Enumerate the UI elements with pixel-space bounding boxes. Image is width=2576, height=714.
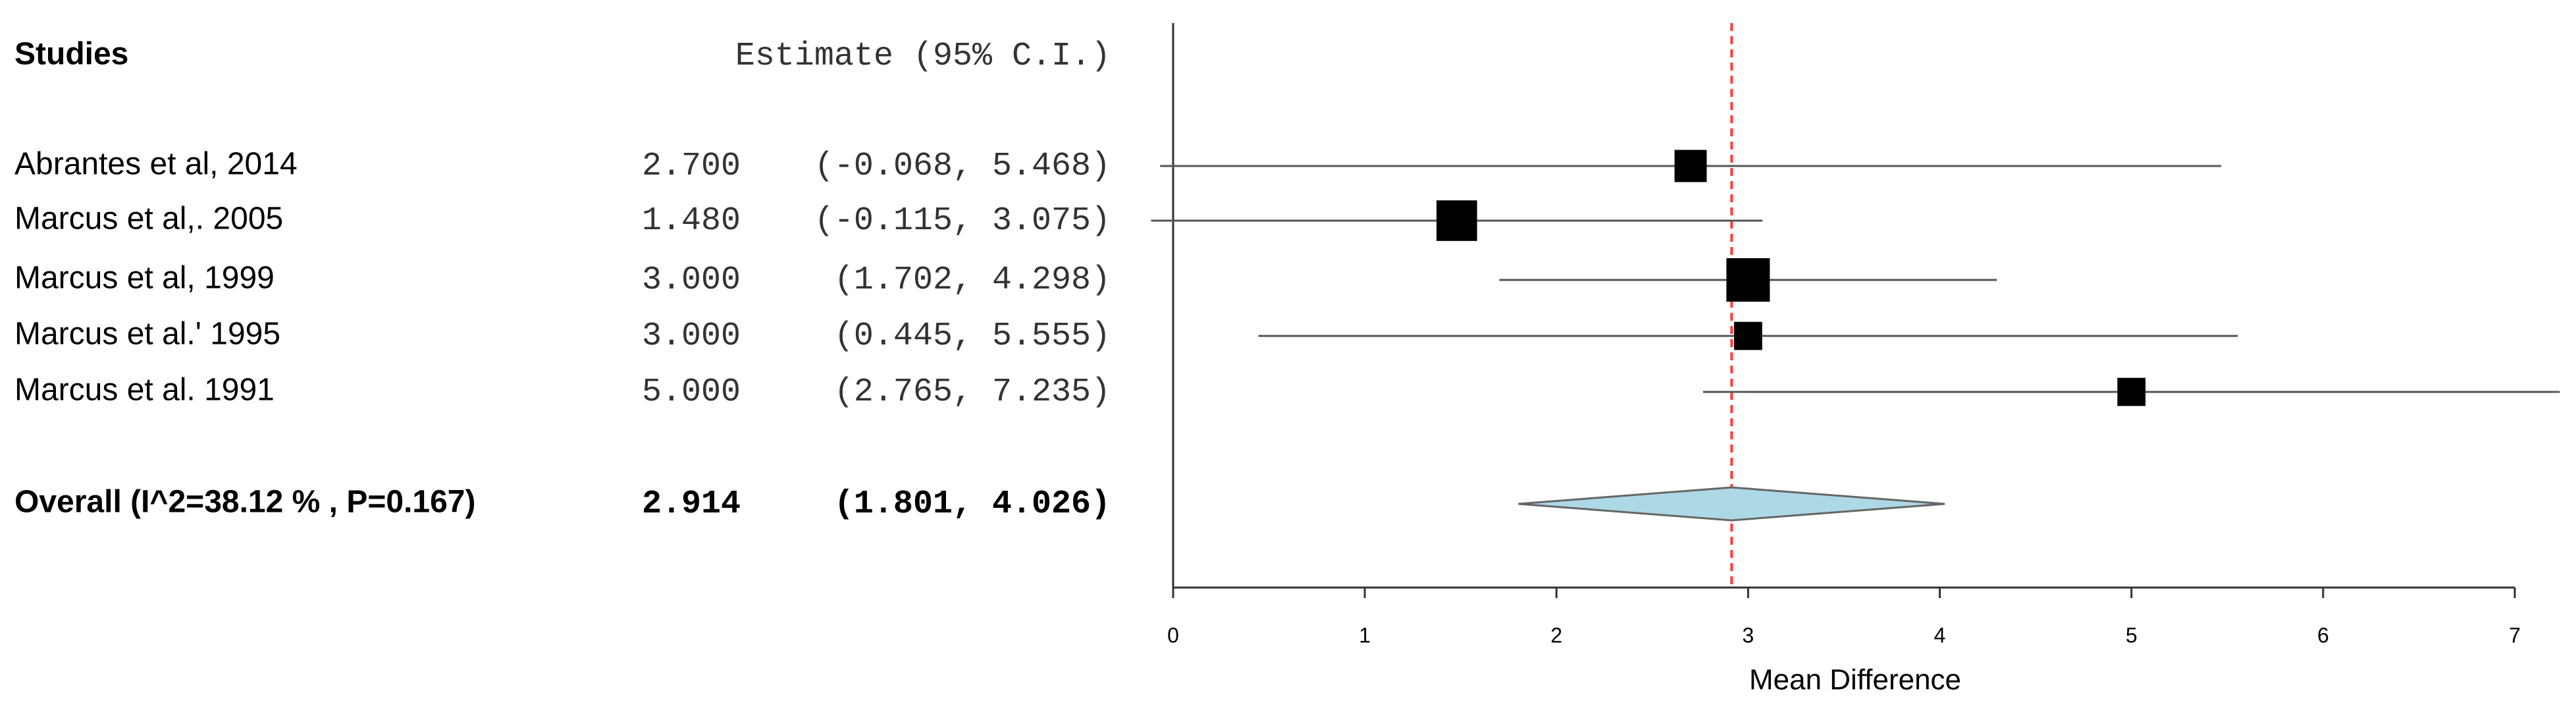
ci-label: (-0.115, 3.075) bbox=[814, 202, 1111, 240]
overall-label: Overall (I^2=38.12 % , P=0.167) bbox=[14, 485, 475, 520]
estimate-label: 5.000 bbox=[642, 373, 741, 411]
header-estimate: Estimate (95% C.I.) bbox=[735, 38, 1111, 75]
x-tick-label: 7 bbox=[2509, 623, 2521, 647]
study-label: Abrantes et al, 2014 bbox=[14, 147, 298, 182]
estimate-marker bbox=[2117, 377, 2146, 406]
study-label: Marcus et al. 1991 bbox=[14, 373, 275, 408]
overall-diamond bbox=[1518, 486, 1945, 522]
ci-label: (2.765, 7.235) bbox=[834, 373, 1111, 411]
x-tick-label: 3 bbox=[1743, 623, 1754, 647]
estimate-marker bbox=[1674, 150, 1707, 182]
estimate-marker bbox=[1436, 200, 1477, 241]
study-label: Marcus et al, 1999 bbox=[14, 261, 275, 296]
study-label: Marcus et al,. 2005 bbox=[14, 202, 283, 236]
x-tick-label: 5 bbox=[2126, 623, 2138, 647]
x-tick-label: 6 bbox=[2317, 623, 2329, 647]
estimate-label: 2.700 bbox=[642, 148, 741, 185]
ci-label: (-0.068, 5.468) bbox=[814, 148, 1111, 185]
x-axis-label: Mean Difference bbox=[1749, 664, 1961, 696]
estimate-label: 3.000 bbox=[642, 317, 741, 355]
estimate-marker bbox=[1726, 258, 1770, 302]
ci-label: (0.445, 5.555) bbox=[834, 317, 1111, 355]
x-tick-label: 2 bbox=[1550, 623, 1562, 647]
estimate-label: 1.480 bbox=[642, 202, 741, 240]
header-studies: Studies bbox=[14, 37, 128, 72]
x-tick-label: 0 bbox=[1167, 623, 1179, 647]
study-label: Marcus et al.' 1995 bbox=[14, 317, 280, 352]
x-tick-label: 4 bbox=[1934, 623, 1946, 647]
estimate-marker bbox=[1734, 321, 1762, 350]
estimate-label: 3.000 bbox=[642, 261, 741, 299]
overall-estimate-label: 2.914 bbox=[642, 485, 741, 523]
x-tick-label: 1 bbox=[1359, 623, 1371, 647]
overall-ci-label: (1.801, 4.026) bbox=[834, 485, 1111, 523]
ci-label: (1.702, 4.298) bbox=[834, 261, 1111, 299]
